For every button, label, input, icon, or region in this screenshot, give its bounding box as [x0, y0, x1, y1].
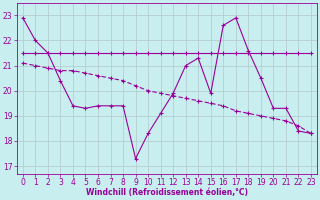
X-axis label: Windchill (Refroidissement éolien,°C): Windchill (Refroidissement éolien,°C) [86, 188, 248, 197]
